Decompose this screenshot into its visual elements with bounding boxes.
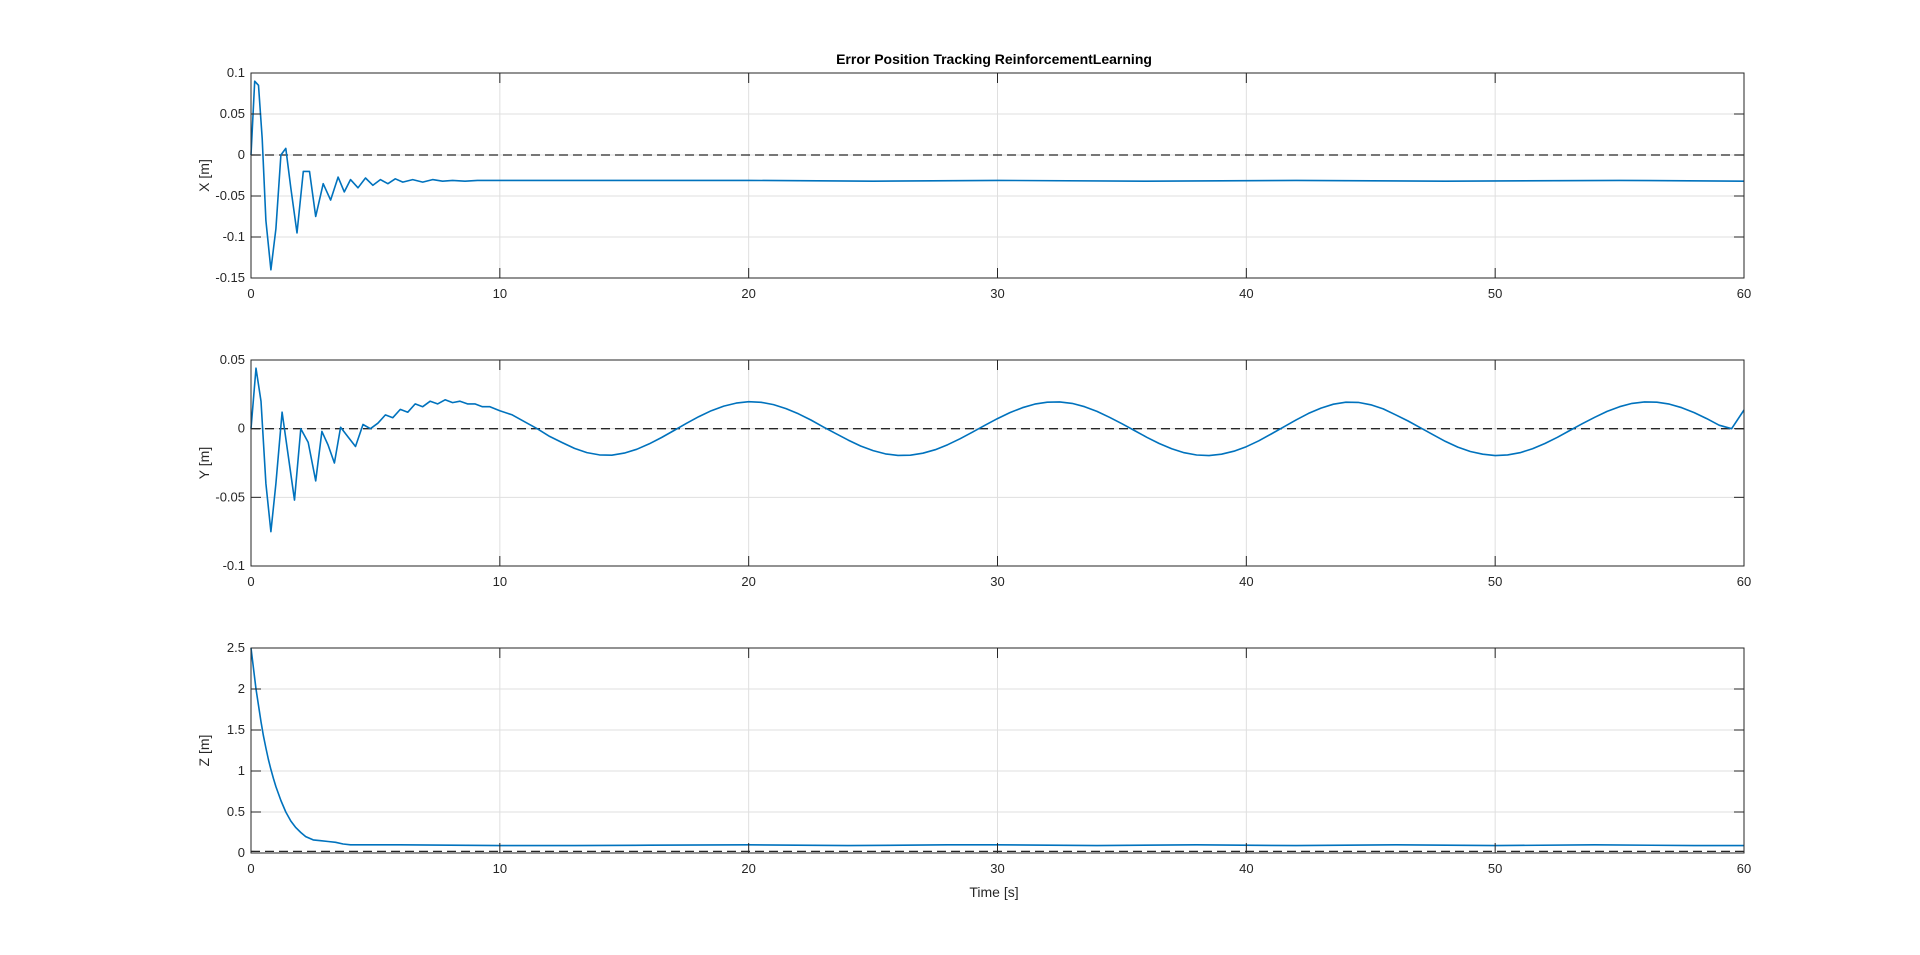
y-tick-label: 2 xyxy=(238,681,245,696)
x-tick-label: 0 xyxy=(247,861,254,876)
y-tick-label: 0 xyxy=(238,147,245,162)
y-tick-label: 0 xyxy=(238,845,245,860)
x-tick-label: 50 xyxy=(1488,574,1502,589)
figure-title: Error Position Tracking ReinforcementLea… xyxy=(836,51,1152,67)
y-tick-label: 0.05 xyxy=(220,106,245,121)
data-series-line xyxy=(250,367,1745,533)
y-tick-label: -0.1 xyxy=(223,229,245,244)
y-tick-label: -0.05 xyxy=(215,188,245,203)
x-tick-label: 30 xyxy=(990,861,1004,876)
x-tick-label: 10 xyxy=(493,286,507,301)
x-tick-label: 0 xyxy=(247,574,254,589)
x-tick-label: 40 xyxy=(1239,574,1253,589)
y-tick-label: -0.05 xyxy=(215,489,245,504)
x-tick-label: 50 xyxy=(1488,286,1502,301)
x-tick-label: 10 xyxy=(493,861,507,876)
x-tick-label: 20 xyxy=(741,861,755,876)
y-tick-label: 0.05 xyxy=(220,352,245,367)
y-tick-label: 1 xyxy=(238,763,245,778)
x-tick-label: 10 xyxy=(493,574,507,589)
subplot-3: 0 10 20 30 40 50 60 2.5 2 1.5 1 0.5 0 Z [m] xyxy=(196,640,1751,876)
x-axis-label: Time [s] xyxy=(969,884,1018,900)
y-tick-label: 0 xyxy=(238,421,245,436)
y-axis-label: Z [m] xyxy=(196,735,212,767)
x-tick-label: 40 xyxy=(1239,286,1253,301)
x-tick-label: 40 xyxy=(1239,861,1253,876)
data-series-line xyxy=(250,647,1744,847)
x-tick-label: 0 xyxy=(247,286,254,301)
y-tick-label: 2.5 xyxy=(227,640,245,655)
y-tick-label: 0.5 xyxy=(227,804,245,819)
x-tick-label: 50 xyxy=(1488,861,1502,876)
y-tick-label: -0.15 xyxy=(215,270,245,285)
subplot-2: 0 10 20 30 40 50 60 0.05 0 -0.05 -0.1 Y [m] xyxy=(196,352,1751,589)
subplot-1: 0 10 20 30 40 50 60 0.1 0.05 0 -0.05 -0.1 -0.15 X [m] xyxy=(196,65,1751,301)
y-tick-label: 0.1 xyxy=(227,65,245,80)
y-tick-label: 1.5 xyxy=(227,722,245,737)
x-tick-label: 20 xyxy=(741,574,755,589)
data-series-line xyxy=(250,80,1745,271)
x-tick-label: 60 xyxy=(1737,861,1751,876)
x-tick-label: 30 xyxy=(990,574,1004,589)
y-axis-label: Y [m] xyxy=(196,447,212,479)
y-tick-label: -0.1 xyxy=(223,558,245,573)
y-axis-label: X [m] xyxy=(196,159,212,192)
x-tick-label: 60 xyxy=(1737,286,1751,301)
x-tick-label: 60 xyxy=(1737,574,1751,589)
x-tick-label: 30 xyxy=(990,286,1004,301)
x-tick-label: 20 xyxy=(741,286,755,301)
